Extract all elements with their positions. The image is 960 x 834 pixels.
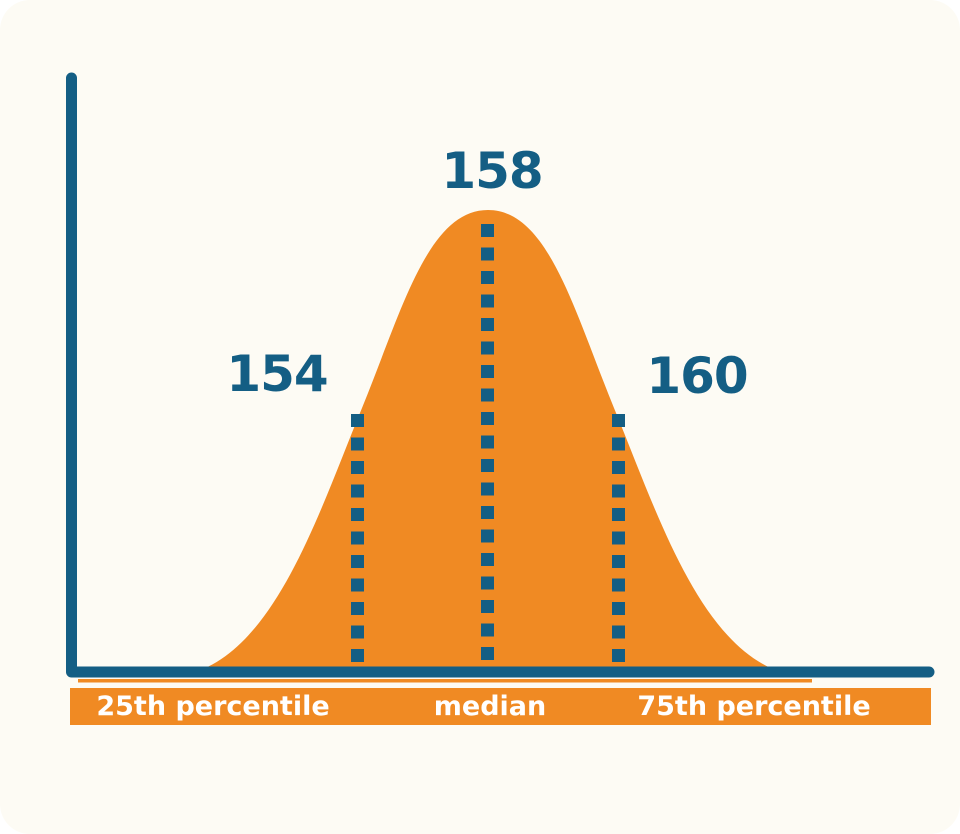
value-label-25th-percentile: 154: [226, 345, 328, 403]
axes: [66, 72, 935, 678]
value-label-median: 158: [441, 142, 543, 200]
under-axis-strip: [78, 679, 812, 683]
value-label-75th-percentile: 160: [646, 347, 748, 405]
band-label-75th-percentile: 75th percentile: [637, 691, 871, 722]
band-label-25th-percentile: 25th percentile: [96, 691, 330, 722]
x-axis-band: 25th percentile median 75th percentile: [70, 688, 931, 725]
band-label-median: median: [433, 691, 547, 722]
